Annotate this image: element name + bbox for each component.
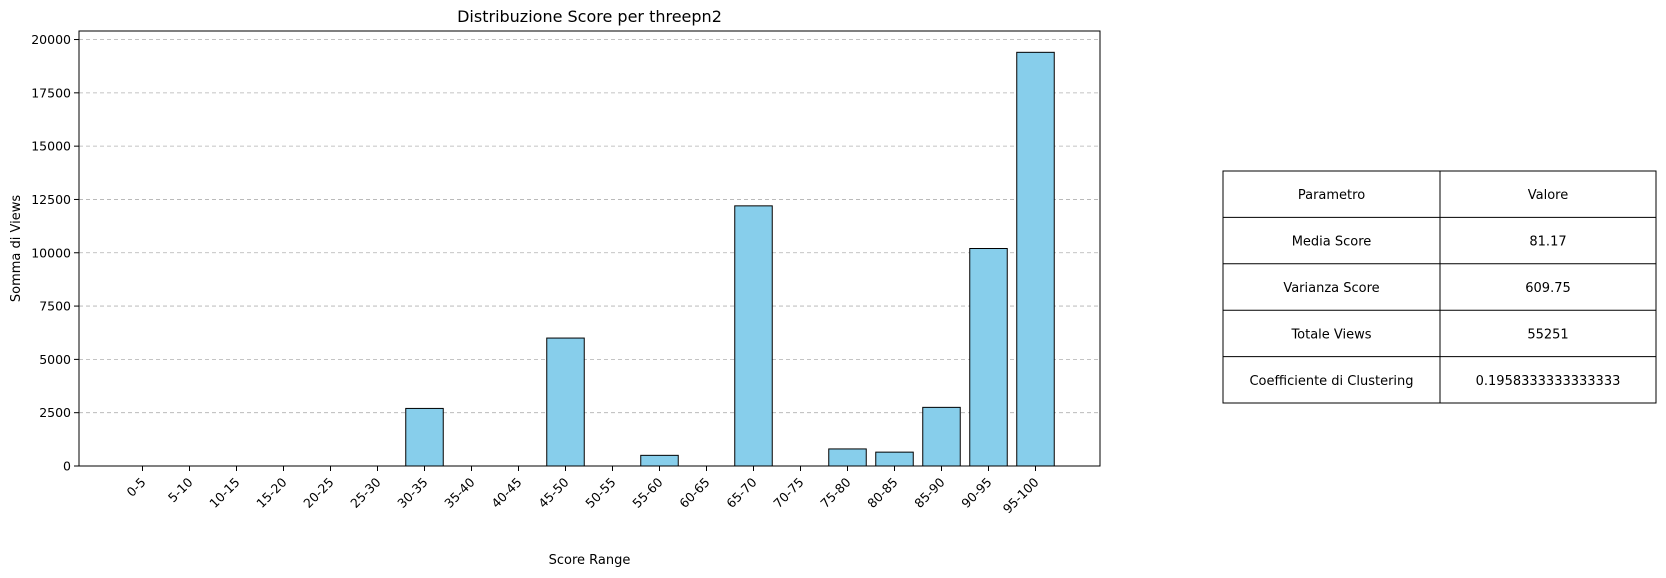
x-tick-label: 25-30 [347,474,383,510]
table-cell-value: 609.75 [1525,281,1571,296]
y-tick-label: 20000 [31,32,71,47]
chart-title: Distribuzione Score per threepn2 [457,7,722,26]
y-tick-label: 2500 [39,405,71,420]
plot-frame [78,30,1101,467]
x-tick-label: 0-5 [124,475,149,500]
bar-55-60 [640,454,679,467]
x-tick-label: 80-85 [864,475,900,511]
table-cell-value: 0.1958333333333333 [1476,374,1621,389]
x-axis-ticks: 0-5 5-10 10-15 15-20 20-25 25-30 30-35 35-40 40-… [124,466,1042,516]
y-tick-label: 7500 [39,299,71,314]
y-tick-label: 5000 [39,352,71,367]
x-tick-label: 40-45 [488,475,524,511]
y-tick-label: 17500 [31,85,71,100]
x-tick-label: 70-75 [770,475,806,511]
table-cell-value: 81.17 [1529,235,1566,250]
x-tick-label: 55-60 [629,474,665,510]
x-tick-label: 85-90 [911,474,947,510]
bar-65-70 [734,205,773,467]
table-cell-parameter: Coefficiente di Clustering [1249,374,1413,389]
x-tick-label: 60-65 [676,475,712,511]
x-tick-label: 95-100 [1000,474,1042,516]
x-tick-label: 90-95 [958,475,994,511]
x-tick-label: 10-15 [206,475,242,511]
x-axis-label: Score Range [549,553,631,568]
table-header-cell: Valore [1528,188,1568,203]
y-axis-ticks: 0 2500 5000 7500 10000 12500 15000 17500 20000 [31,32,79,474]
table-cell-value: 55251 [1527,327,1568,342]
bar-90-95 [969,248,1008,467]
stats-table: Parametro Valore Media Score 81.17 Varianza … [1222,170,1657,404]
x-tick-label: 15-20 [253,474,289,510]
x-tick-label: 75-80 [817,474,853,510]
y-tick-label: 0 [63,459,71,474]
x-tick-label: 5-10 [165,474,196,505]
table-cell-parameter: Totale Views [1290,327,1371,342]
y-axis-label: Somma di Views [9,195,24,302]
x-tick-label: 65-70 [723,474,759,510]
x-tick-label: 35-40 [441,474,477,510]
y-gridlines [79,39,1100,414]
bar-85-90 [922,406,961,467]
x-tick-label: 30-35 [394,475,430,511]
y-tick-label: 15000 [31,139,71,154]
bar-80-85 [875,451,914,467]
bar-45-50 [546,337,585,467]
table-cell-parameter: Varianza Score [1283,281,1379,296]
bar-series [405,51,1055,467]
bar-30-35 [405,407,444,467]
bar-95-100 [1016,51,1055,467]
x-tick-label: 45-50 [535,474,571,510]
x-tick-label: 50-55 [582,475,618,511]
y-tick-label: 10000 [31,245,71,260]
table-cell-parameter: Media Score [1292,235,1372,250]
y-tick-label: 12500 [31,192,71,207]
table-header-cell: Parametro [1298,188,1365,203]
x-tick-label: 20-25 [300,475,336,511]
bar-75-80 [828,448,867,467]
